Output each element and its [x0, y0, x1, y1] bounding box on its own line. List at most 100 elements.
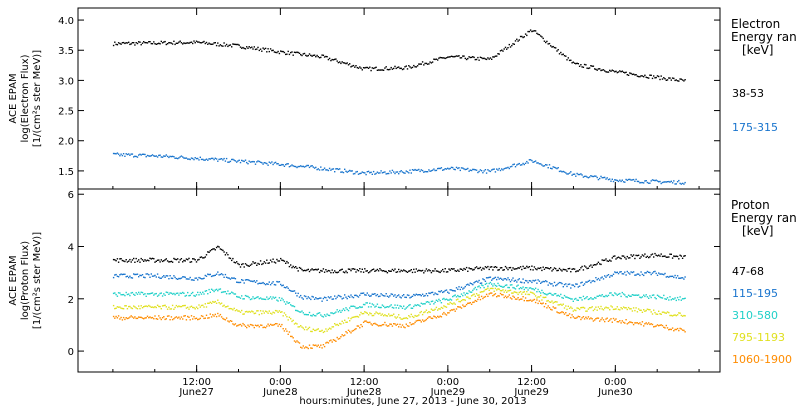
data-point — [634, 74, 636, 76]
data-point — [453, 56, 455, 58]
data-point — [455, 299, 458, 301]
data-point — [278, 260, 281, 262]
data-point — [588, 307, 591, 309]
data-point — [467, 283, 469, 285]
data-point — [615, 258, 617, 260]
data-point — [366, 171, 368, 173]
data-point — [262, 310, 264, 312]
data-point — [136, 156, 139, 158]
data-point — [602, 295, 605, 298]
data-point — [597, 295, 600, 297]
data-point — [556, 311, 558, 313]
data-point — [161, 156, 164, 158]
data-point — [653, 75, 655, 77]
data-point — [518, 288, 520, 290]
data-point — [297, 310, 299, 312]
data-point — [482, 267, 484, 269]
data-point — [617, 256, 620, 258]
data-point — [344, 168, 346, 170]
data-point — [382, 69, 385, 71]
data-point — [220, 316, 223, 318]
data-point — [287, 287, 289, 289]
data-point — [546, 164, 548, 166]
data-point — [217, 312, 219, 315]
data-point — [676, 275, 679, 277]
data-point — [632, 271, 635, 273]
data-point — [562, 303, 564, 305]
data-point — [429, 311, 431, 313]
data-point — [133, 293, 135, 296]
data-point — [550, 167, 552, 169]
data-point — [258, 49, 260, 52]
data-point — [207, 159, 209, 161]
data-point — [532, 299, 534, 301]
data-point — [165, 318, 167, 320]
data-point — [511, 279, 513, 281]
data-point — [258, 160, 260, 163]
data-point — [401, 270, 404, 272]
data-point — [382, 171, 385, 174]
data-point — [257, 262, 259, 265]
data-point — [423, 272, 425, 274]
data-point — [297, 292, 299, 295]
data-point — [213, 315, 215, 317]
data-point — [382, 270, 385, 272]
data-point — [585, 310, 587, 312]
data-point — [543, 280, 546, 283]
data-point — [381, 313, 384, 315]
data-point — [650, 296, 652, 299]
data-point — [448, 292, 450, 294]
data-point — [254, 48, 257, 51]
data-point — [562, 170, 564, 173]
data-point — [499, 292, 502, 295]
data-point — [291, 335, 293, 338]
data-point — [177, 306, 179, 308]
data-point — [116, 258, 119, 260]
data-point — [653, 179, 655, 181]
data-point — [612, 70, 615, 72]
data-point — [464, 57, 466, 60]
data-point — [529, 299, 532, 301]
data-point — [285, 163, 287, 166]
data-point — [169, 155, 171, 158]
data-point — [601, 259, 603, 261]
data-point — [669, 296, 671, 298]
data-point — [278, 164, 281, 166]
data-point — [151, 43, 154, 45]
data-point — [421, 269, 424, 272]
data-point — [637, 294, 640, 296]
data-point — [277, 163, 279, 165]
data-point — [121, 42, 124, 44]
data-point — [323, 296, 326, 298]
data-point — [607, 260, 610, 262]
data-point — [649, 295, 651, 297]
data-point — [563, 283, 566, 286]
data-point — [566, 296, 568, 298]
data-point — [592, 264, 595, 266]
data-point — [479, 291, 482, 293]
data-point — [668, 180, 670, 183]
data-point — [587, 67, 590, 70]
data-point — [177, 292, 179, 294]
data-point — [565, 269, 567, 271]
data-point — [120, 273, 122, 275]
data-point — [144, 41, 146, 44]
data-point — [239, 46, 242, 48]
data-point — [254, 312, 257, 314]
data-point — [641, 273, 644, 276]
data-point — [233, 277, 235, 279]
data-point — [144, 293, 146, 295]
data-point — [674, 328, 676, 331]
data-point — [514, 166, 517, 168]
data-point — [254, 163, 257, 165]
data-point — [300, 346, 302, 348]
data-point — [375, 294, 377, 297]
data-point — [382, 295, 385, 297]
data-point — [360, 311, 362, 314]
data-point — [210, 275, 213, 278]
data-point — [609, 178, 611, 180]
data-point — [438, 290, 440, 293]
data-point — [372, 304, 375, 306]
data-point — [149, 305, 151, 308]
data-point — [606, 71, 608, 73]
